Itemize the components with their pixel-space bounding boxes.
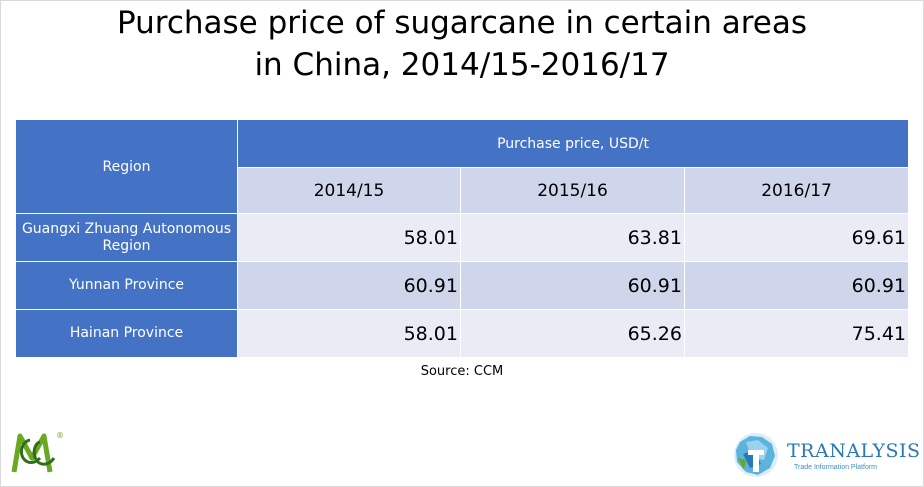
header-row: Region Purchase price, USD/t xyxy=(15,119,910,214)
year-header: 2014/15 xyxy=(237,167,461,214)
year-header: 2016/17 xyxy=(683,167,910,214)
table-row: Yunnan Province 60.91 60.91 60.91 xyxy=(15,261,910,310)
source-note: Source: CCM xyxy=(420,364,504,379)
registered-mark: ® xyxy=(56,431,64,440)
title-line-1: Purchase price of sugarcane in certain a… xyxy=(116,5,808,41)
chart-title: Purchase price of sugarcane in certain a… xyxy=(0,2,924,86)
year-header: 2015/16 xyxy=(460,167,685,214)
ccm-logo: ® xyxy=(11,431,64,473)
region-cell: Hainan Province xyxy=(15,309,238,358)
value-cell: 60.91 xyxy=(460,261,685,310)
title-line-2: in China, 2014/15-2016/17 xyxy=(254,47,670,83)
region-header: Region xyxy=(15,119,238,214)
tranalysis-tagline: Trade Information Platform xyxy=(794,464,877,471)
region-cell: Guangxi Zhuang Autonomous Region xyxy=(15,213,238,262)
value-cell: 60.91 xyxy=(683,261,910,310)
tranalysis-globe-icon xyxy=(734,433,778,477)
tranalysis-wordmark: TRANALYSIS xyxy=(787,440,921,462)
value-cell: 58.01 xyxy=(237,309,461,358)
price-table: Region Purchase price, USD/t 2014/15 201… xyxy=(15,119,910,358)
table-row: Guangxi Zhuang Autonomous Region 58.01 6… xyxy=(15,213,910,262)
tranalysis-logo: TRANALYSIS Trade Information Platform xyxy=(728,428,920,482)
value-cell: 58.01 xyxy=(237,213,461,262)
value-cell: 65.26 xyxy=(460,309,685,358)
value-cell: 69.61 xyxy=(683,213,910,262)
price-header: Purchase price, USD/t xyxy=(236,119,910,168)
value-cell: 60.91 xyxy=(237,261,461,310)
value-cell: 75.41 xyxy=(683,309,910,358)
value-cell: 63.81 xyxy=(460,213,685,262)
table-row: Hainan Province 58.01 65.26 75.41 xyxy=(15,309,910,358)
region-cell: Yunnan Province xyxy=(15,261,238,310)
